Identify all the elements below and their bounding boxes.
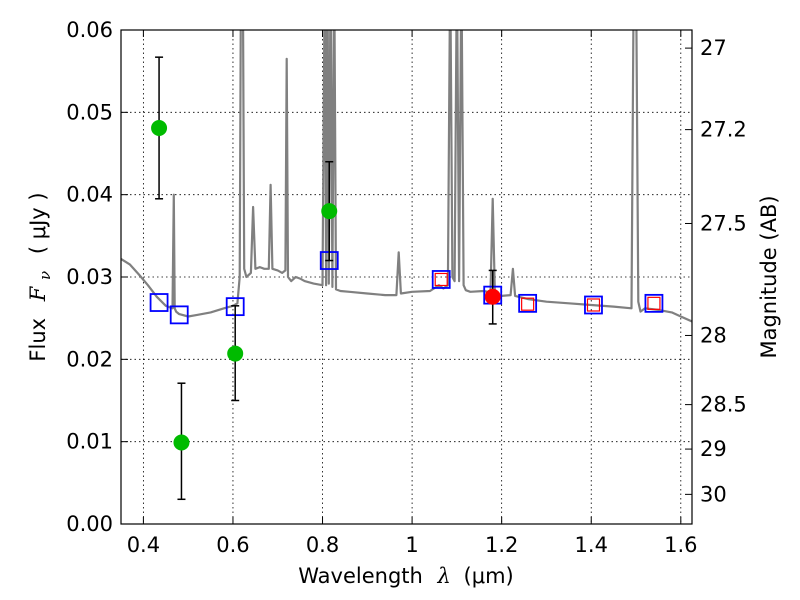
y-tick-label: 0.00 (66, 512, 113, 536)
y-tick-label: 0.06 (66, 18, 113, 42)
y2-tick-label: 29 (700, 437, 727, 461)
y-axis-label-text: Flux (26, 318, 50, 362)
x-tick-label: 0.6 (216, 533, 249, 557)
observed-flux-square (586, 298, 601, 312)
y2-tick-label: 30 (700, 482, 727, 506)
x-tick-label: 1 (405, 533, 418, 557)
y2-axis-label: Magnitude (AB) (757, 195, 781, 358)
y2-tick-label: 27 (700, 36, 727, 60)
observed-point-green (173, 434, 190, 451)
observed-point-red (484, 288, 501, 305)
model-flux-square (644, 293, 664, 313)
observed-point-green (321, 203, 338, 220)
observed-flux-square (647, 296, 661, 310)
x-tick-label: 1.2 (485, 533, 518, 557)
y-tick-label: 0.03 (66, 265, 113, 289)
x-axis-label-symbol: λ (437, 564, 451, 588)
x-axis-label-text: Wavelength (298, 564, 423, 588)
model-flux-square (431, 270, 451, 289)
observed-flux-square (434, 272, 448, 287)
plot-marks (121, 30, 692, 501)
model-sed-line (121, 30, 692, 323)
model-flux-square (518, 293, 538, 313)
x-tick-label: 0.4 (127, 533, 160, 557)
y-axis-label-unit: ( μJy ) (26, 192, 50, 254)
y-tick-label: 0.05 (66, 100, 113, 124)
y-axis-label-sub: ν (36, 271, 54, 280)
y2-tick-label: 28.5 (700, 393, 747, 417)
y2-tick-label: 27.5 (700, 211, 747, 235)
model-flux-square (149, 293, 169, 312)
y-axis-label: Flux F ν ( μJy ) (26, 192, 55, 361)
x-tick-label: 1.6 (664, 533, 697, 557)
observed-point-green (151, 119, 168, 136)
y-axis-label-symbol: F (26, 285, 50, 302)
grid-lines (121, 30, 692, 524)
y2-tick-label: 28 (700, 323, 727, 347)
axis-ticks: 0.4 0.6 0.8 1 1.2 1.4 1.6 0.00 0.01 0.02 0.03 0.04 0… (66, 18, 747, 557)
observed-flux-square (521, 297, 535, 311)
y2-tick-label: 27.2 (700, 118, 747, 142)
y-tick-label: 0.01 (66, 430, 113, 454)
model-flux-square (584, 295, 603, 315)
y-tick-label: 0.02 (66, 347, 113, 371)
x-tick-label: 0.8 (306, 533, 339, 557)
x-axis-label-unit: (μm) (464, 564, 514, 588)
y-tick-label: 0.04 (66, 183, 113, 207)
x-tick-label: 1.4 (575, 533, 608, 557)
x-axis-label: Wavelength λ (μm) (298, 564, 513, 588)
observed-point-green (227, 345, 244, 362)
model-flux-square (169, 305, 189, 325)
